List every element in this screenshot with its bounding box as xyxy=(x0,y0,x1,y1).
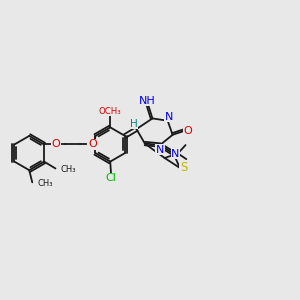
Text: S: S xyxy=(180,160,187,174)
Text: CH₃: CH₃ xyxy=(61,166,76,175)
Text: O: O xyxy=(52,140,61,149)
Text: N: N xyxy=(165,112,173,122)
Text: H: H xyxy=(130,119,137,129)
Text: OCH₃: OCH₃ xyxy=(99,106,122,116)
Text: O: O xyxy=(183,126,192,136)
Text: N: N xyxy=(156,145,164,154)
Text: O: O xyxy=(88,140,97,149)
Text: CH₃: CH₃ xyxy=(37,179,53,188)
Text: Cl: Cl xyxy=(106,173,116,183)
Text: NH: NH xyxy=(139,96,155,106)
Text: N: N xyxy=(171,149,179,159)
